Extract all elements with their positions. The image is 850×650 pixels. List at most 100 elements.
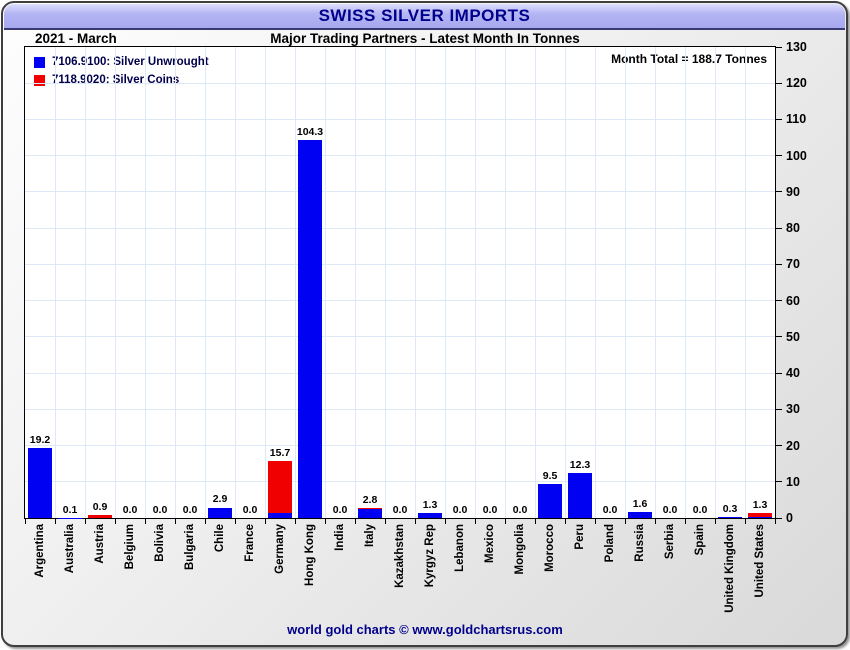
grid-line-vertical <box>684 47 686 518</box>
x-tick <box>774 519 776 524</box>
bar-segment-unwrought <box>538 483 562 518</box>
x-tick <box>684 519 686 524</box>
y-tick-label: 20 <box>786 438 800 453</box>
bar-segment-unwrought <box>418 513 442 518</box>
y-tick <box>776 445 782 447</box>
x-axis-label: India <box>334 524 346 551</box>
grid-line-vertical <box>474 47 476 518</box>
bar-segment-unwrought <box>208 507 232 518</box>
grid-line-vertical <box>144 47 146 518</box>
x-axis-label: Peru <box>574 524 586 550</box>
chart-title: SWISS SILVER IMPORTS <box>318 6 531 25</box>
bar-value-label: 1.3 <box>422 499 438 512</box>
bar-value-label: 12.3 <box>569 459 591 472</box>
y-tick-label: 90 <box>786 184 800 199</box>
bar-segment-coins <box>748 513 772 517</box>
y-tick-label: 130 <box>786 40 807 54</box>
bar-value-label: 0.9 <box>92 500 108 513</box>
y-tick <box>776 46 782 48</box>
grid-line-horizontal <box>25 336 775 338</box>
y-tick-label: 120 <box>786 76 807 91</box>
bar-segment-unwrought <box>358 508 382 518</box>
x-tick <box>144 519 146 524</box>
x-axis-label: Mongolia <box>514 524 526 575</box>
x-axis-label: Hong Kong <box>304 524 316 586</box>
y-tick-label: 70 <box>786 257 800 272</box>
bar-segment-unwrought <box>568 473 592 518</box>
x-axis-label: Argentina <box>34 524 46 578</box>
grid-line-vertical <box>594 47 596 518</box>
grid-line-horizontal <box>25 445 775 447</box>
grid-line-horizontal <box>25 263 775 265</box>
grid-line-vertical <box>504 47 506 518</box>
chart-subtitle: Major Trading Partners - Latest Month In… <box>270 31 580 46</box>
grid-line-vertical <box>744 47 746 518</box>
footer-credit: world gold charts © www.goldchartsrus.co… <box>287 622 563 637</box>
grid-line-vertical <box>264 47 266 518</box>
grid-line-vertical <box>204 47 206 518</box>
y-tick-label: 80 <box>786 221 800 236</box>
y-tick-label: 40 <box>786 366 800 381</box>
x-axis-label: Mexico <box>484 524 496 563</box>
x-axis-label: Lebanon <box>454 524 466 572</box>
x-axis-label: Belgium <box>124 524 136 570</box>
bar-value-label: 0.0 <box>332 504 348 516</box>
y-tick <box>776 191 782 193</box>
bar-value-label: 0.0 <box>482 504 498 516</box>
bar-value-label: 2.9 <box>212 493 228 506</box>
bar-value-label: 0.0 <box>242 504 258 516</box>
x-tick <box>174 519 176 524</box>
bar-value-label: 0.0 <box>662 504 678 516</box>
x-tick <box>324 519 326 524</box>
x-tick <box>444 519 446 524</box>
x-tick <box>24 519 26 524</box>
x-tick <box>204 519 206 524</box>
grid-line-vertical <box>114 47 116 518</box>
grid-line-vertical <box>324 47 326 518</box>
x-tick <box>714 519 716 524</box>
y-tick <box>776 408 782 410</box>
grid-line-horizontal <box>25 227 775 229</box>
bar-value-label: 0.1 <box>62 503 78 516</box>
bar-segment-unwrought <box>298 140 322 518</box>
x-axis-label: Austria <box>94 524 106 564</box>
bar-value-label: 0.0 <box>602 504 618 516</box>
legend-item: 7118.9020: Silver Coins <box>34 71 209 89</box>
grid-line-vertical <box>534 47 536 518</box>
title-bar: SWISS SILVER IMPORTS <box>4 4 845 30</box>
y-tick-label: 50 <box>786 329 800 344</box>
bar-value-label: 0.0 <box>692 504 708 516</box>
bar-value-label: 1.3 <box>752 499 768 512</box>
legend-label: 7106.9100: Silver Unwrought <box>52 56 209 68</box>
bar-segment-unwrought <box>628 512 652 518</box>
grid-line-vertical <box>174 47 176 518</box>
x-tick <box>474 519 476 524</box>
x-axis-label: Bolivia <box>154 524 166 562</box>
x-tick <box>114 519 116 524</box>
bar-segment-unwrought <box>718 516 742 518</box>
grid-line-horizontal <box>25 191 775 193</box>
bar-segment-unwrought <box>748 516 772 518</box>
grid-line-vertical <box>384 47 386 518</box>
x-tick <box>84 519 86 524</box>
grid-line-vertical <box>54 47 56 518</box>
bar-value-label: 19.2 <box>29 434 51 447</box>
y-tick-label: 60 <box>786 293 800 308</box>
bar-value-label: 104.3 <box>296 126 324 139</box>
x-axis-label: Russia <box>634 524 646 562</box>
legend-item: 7106.9100: Silver Unwrought <box>34 53 209 71</box>
legend-swatch-icon <box>34 56 45 68</box>
x-tick <box>654 519 656 524</box>
month-total-annotation: Month Total = 188.7 Tonnes <box>611 52 767 66</box>
x-axis-label: Serbia <box>664 524 676 560</box>
x-tick <box>234 519 236 524</box>
x-axis-label: France <box>244 524 256 562</box>
bar-value-label: 0.0 <box>182 504 198 516</box>
x-tick <box>414 519 416 524</box>
x-axis-label: Spain <box>694 524 706 556</box>
y-tick <box>776 263 782 265</box>
x-tick <box>264 519 266 524</box>
x-axis-label: Morocco <box>544 524 556 572</box>
y-tick <box>776 155 782 157</box>
